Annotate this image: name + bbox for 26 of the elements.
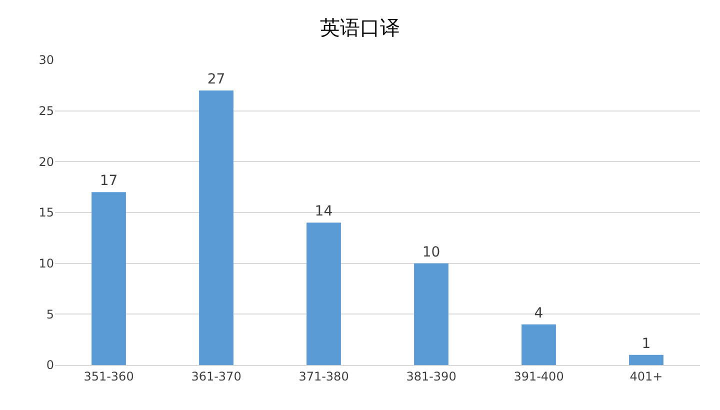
x-tick-label: 401+: [630, 369, 663, 384]
bar: [199, 90, 234, 365]
data-label: 27: [207, 72, 226, 88]
x-tick-label: 391-400: [514, 369, 564, 384]
data-label: 10: [422, 244, 440, 260]
chart-title: 英语口译: [320, 16, 400, 40]
x-tick-label: 351-360: [84, 369, 134, 384]
bar: [92, 192, 126, 365]
y-tick-label: 20: [38, 154, 54, 169]
bar: [522, 324, 556, 365]
data-label: 4: [534, 305, 544, 322]
bar: [306, 222, 341, 365]
x-tick-label: 381-390: [406, 369, 456, 384]
y-tick-label: 5: [46, 307, 54, 322]
y-tick-label: 0: [46, 358, 54, 372]
data-label: 1: [642, 336, 651, 352]
data-label: 17: [100, 173, 118, 190]
data-label: 14: [314, 204, 333, 220]
y-tick-label: 25: [38, 104, 54, 118]
x-tick-label: 371-380: [298, 369, 349, 384]
bar: [629, 354, 664, 365]
y-tick-label: 10: [38, 256, 54, 271]
y-tick-label: 15: [38, 206, 54, 220]
x-tick-label: 361-370: [191, 369, 242, 384]
bar: [414, 263, 448, 365]
y-tick-label: 30: [38, 53, 54, 68]
